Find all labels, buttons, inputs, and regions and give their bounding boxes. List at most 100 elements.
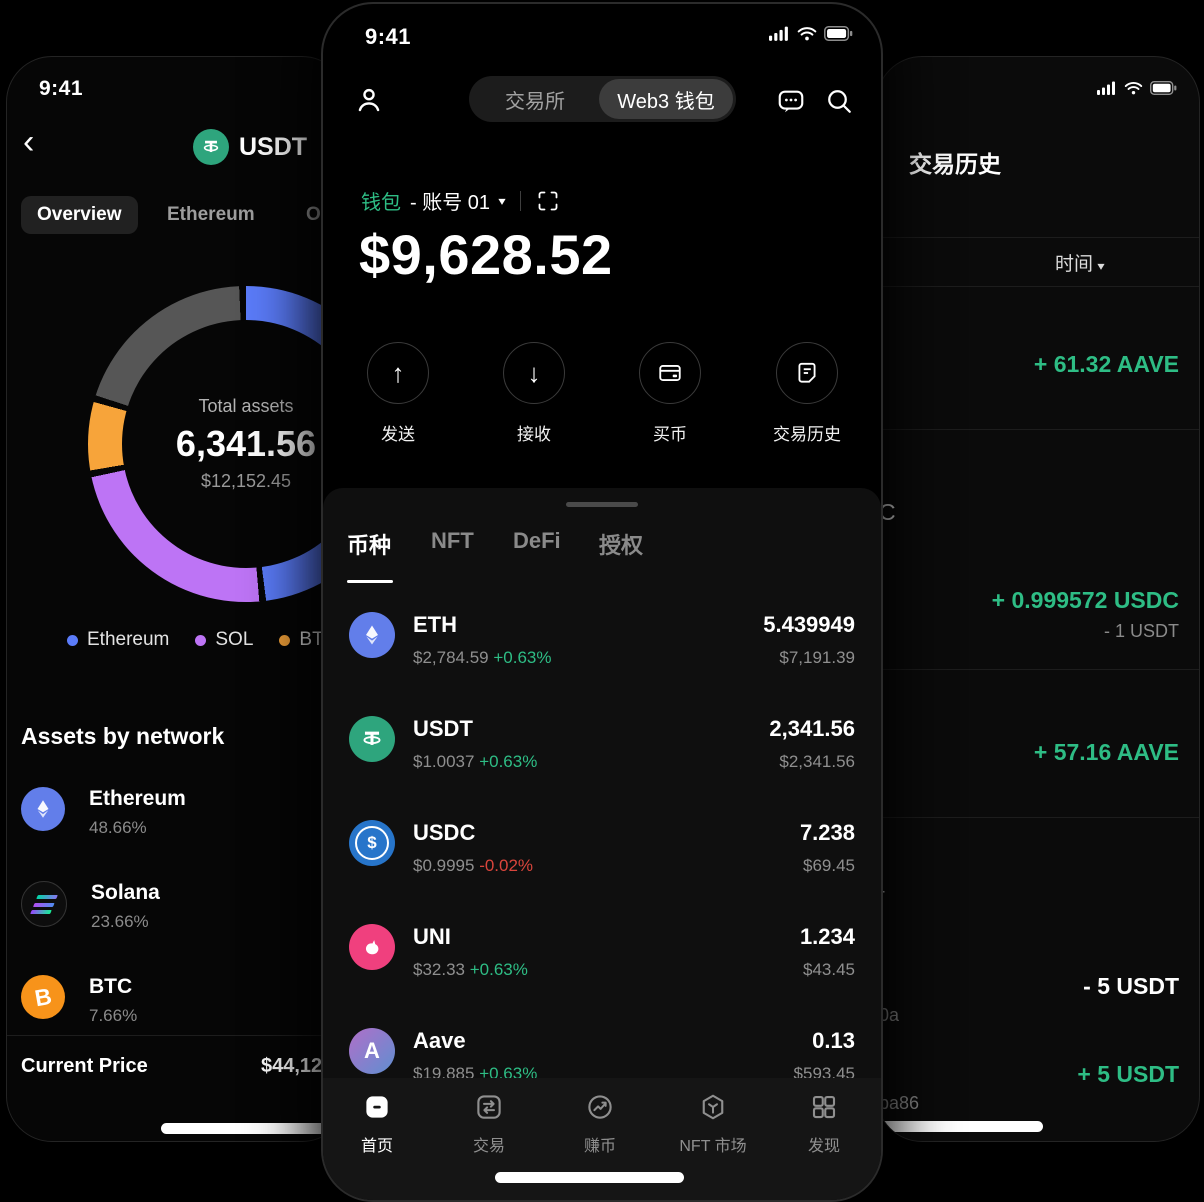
aave-icon: A xyxy=(349,1028,395,1074)
home-icon xyxy=(362,1092,392,1122)
transaction-amount[interactable]: + 57.16 AAVE xyxy=(1034,739,1179,766)
time-filter[interactable]: 时间 ▾ xyxy=(1055,249,1104,276)
phone-right-history: 交易历史 ▾ 时间 ▾ + 61.32 AAVE C + 0.999572 US… xyxy=(876,56,1200,1142)
wallet-account-row: 钱包 - 账号 01 ▾ xyxy=(361,186,560,215)
token-fiat: $69.45 xyxy=(803,856,855,876)
usdt-icon xyxy=(349,716,395,762)
transaction-amount[interactable]: + 0.999572 USDC xyxy=(992,587,1179,614)
wallet-label: 钱包 xyxy=(361,186,401,215)
total-balance: $9,628.52 xyxy=(359,222,613,287)
token-amount: 7.238 xyxy=(800,820,855,846)
total-assets-value: 6,341.56 xyxy=(176,423,316,465)
network-name: BTC xyxy=(89,975,137,999)
token-symbol: Aave xyxy=(413,1028,466,1054)
network-pct: 7.66% xyxy=(89,1006,137,1026)
scan-icon[interactable] xyxy=(536,189,560,213)
status-time: 9:41 xyxy=(365,24,411,50)
token-row-eth[interactable]: ETH $2,784.59 +0.63% 5.439949 $7,191.39 xyxy=(323,604,881,708)
status-icons xyxy=(769,26,853,41)
divider xyxy=(520,191,521,211)
status-icons xyxy=(1097,81,1177,95)
current-price-label: Current Price xyxy=(21,1055,148,1078)
back-icon[interactable]: ‹ xyxy=(23,125,34,159)
sheet-tab-nft[interactable]: NFT xyxy=(431,528,474,554)
transaction-amount[interactable]: + 5 USDT xyxy=(1077,1061,1179,1088)
wifi-icon xyxy=(797,26,817,41)
earn-icon xyxy=(585,1092,615,1122)
btc-network-icon: B xyxy=(21,975,65,1019)
network-row-ethereum: Ethereum 48.66% xyxy=(21,787,186,838)
action-history[interactable]: 交易历史 xyxy=(747,342,867,445)
token-fiat: $7,191.39 xyxy=(779,648,855,668)
nav-nft-market[interactable]: NFT 市场 xyxy=(668,1092,758,1156)
address-fragment: ba86 xyxy=(879,1093,919,1114)
document-icon xyxy=(776,342,838,404)
coin-header: USDT xyxy=(193,129,307,165)
usdc-icon: $ xyxy=(349,820,395,866)
tab-overview[interactable]: Overview xyxy=(21,196,138,234)
assets-donut-chart: Total assets 6,341.56 $12,152.45 xyxy=(88,286,348,602)
token-amount: 5.439949 xyxy=(763,612,855,638)
nav-home[interactable]: 首页 xyxy=(332,1092,422,1156)
nav-discover[interactable]: 发现 xyxy=(779,1092,869,1156)
chat-icon[interactable] xyxy=(776,86,806,121)
transaction-amount[interactable]: + 61.32 AAVE xyxy=(1034,351,1179,378)
network-row-btc: B BTC 7.66% xyxy=(21,975,137,1026)
signal-icon xyxy=(1097,81,1117,95)
trade-icon xyxy=(474,1092,504,1122)
search-icon[interactable] xyxy=(824,86,854,121)
legend-dot-btc xyxy=(279,635,290,646)
tab-ethereum[interactable]: Ethereum xyxy=(167,204,255,226)
tab-exchange[interactable]: 交易所 xyxy=(469,76,601,122)
network-pct: 23.66% xyxy=(91,912,160,932)
network-pct: 48.66% xyxy=(89,818,186,838)
chevron-down-icon: ▾ xyxy=(1098,259,1105,273)
receive-arrow-icon: ↓ xyxy=(503,342,565,404)
token-fiat: $43.45 xyxy=(803,960,855,980)
solana-network-icon xyxy=(21,881,67,927)
tab-clipped[interactable]: O xyxy=(306,204,321,226)
battery-icon xyxy=(824,26,853,41)
profile-icon[interactable] xyxy=(353,84,385,121)
token-fiat: $2,341.56 xyxy=(779,752,855,772)
action-send[interactable]: ↑ 发送 xyxy=(338,342,458,445)
drag-handle[interactable] xyxy=(566,502,638,507)
legend-dot-sol xyxy=(195,635,206,646)
section-title-assets-by-network: Assets by network xyxy=(21,723,224,750)
usdt-icon xyxy=(193,129,229,165)
token-price-change: $32.33 +0.63% xyxy=(413,960,528,980)
network-name: Ethereum xyxy=(89,787,186,811)
wifi-icon xyxy=(1124,81,1143,95)
footer-divider xyxy=(7,1035,347,1036)
battery-icon xyxy=(1150,81,1177,95)
token-row-usdt[interactable]: USDT $1.0037 +0.63% 2,341.56 $2,341.56 xyxy=(323,708,881,812)
signal-icon xyxy=(769,26,790,41)
history-title: 交易历史 xyxy=(909,145,1001,179)
action-receive[interactable]: ↓ 接收 xyxy=(474,342,594,445)
tab-web3-wallet[interactable]: Web3 钱包 xyxy=(599,79,733,119)
account-label: - 账号 01 xyxy=(410,186,490,215)
nft-icon xyxy=(698,1092,728,1122)
account-dropdown[interactable]: ▾ xyxy=(498,194,505,208)
nav-earn[interactable]: 赚币 xyxy=(555,1092,645,1156)
home-indicator xyxy=(877,1121,1043,1132)
donut-legend: Ethereum SOL BTC xyxy=(67,629,337,651)
token-symbol: USDC xyxy=(413,820,475,846)
action-buy[interactable]: 买币 xyxy=(610,342,730,445)
send-arrow-icon: ↑ xyxy=(367,342,429,404)
legend-ethereum: Ethereum xyxy=(67,629,169,651)
discover-icon xyxy=(809,1092,839,1122)
token-row-usdc[interactable]: $ USDC $0.9995 -0.02% 7.238 $69.45 xyxy=(323,812,881,916)
transaction-amount[interactable]: - 5 USDT xyxy=(1083,973,1179,1000)
filter-bar: ▾ 时间 ▾ xyxy=(877,237,1199,287)
network-row-solana: Solana 23.66% xyxy=(21,881,160,932)
sheet-tab-approvals[interactable]: 授权 xyxy=(599,528,643,560)
segmented-control: 交易所 Web3 钱包 xyxy=(469,76,736,122)
current-price-value: $44,12 xyxy=(261,1055,322,1078)
nav-trade[interactable]: 交易 xyxy=(444,1092,534,1156)
token-row-uni[interactable]: UNI $32.33 +0.63% 1.234 $43.45 xyxy=(323,916,881,1020)
page-title: USDT xyxy=(239,133,307,162)
sheet-tab-defi[interactable]: DeFi xyxy=(513,528,561,554)
sheet-tab-coins[interactable]: 币种 xyxy=(347,528,391,560)
ethereum-network-icon xyxy=(21,787,65,831)
